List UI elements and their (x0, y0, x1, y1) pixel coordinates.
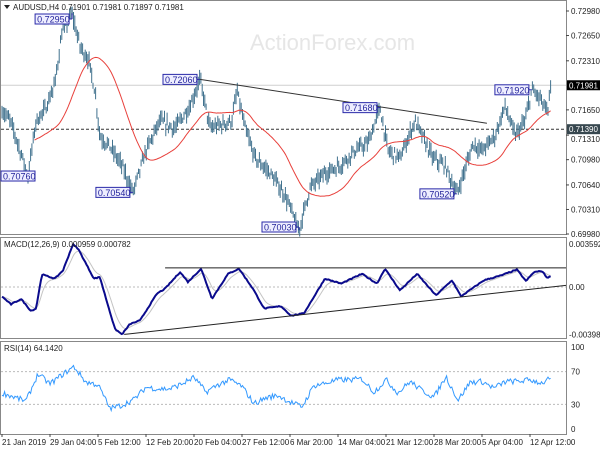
rsi-tick-label: 100 (571, 343, 585, 352)
swing-label: 0.70760 (3, 172, 36, 182)
swing-label-box (261, 221, 297, 233)
swing-label: 0.72950 (37, 15, 70, 25)
price-tick-label: 0.71650 (571, 106, 600, 115)
price-plot: 0.72950 0.70760 0.70540 0.72060 0.70030 0.716… (0, 6, 566, 237)
trendline (199, 78, 487, 124)
swing-label-box (162, 73, 198, 85)
date-tick-label: 6 Mar 20:00 (290, 438, 333, 447)
swing-label: 0.70030 (264, 223, 297, 233)
swing-label: 0.72060 (165, 75, 198, 85)
price-tick-label: 0.72980 (571, 7, 600, 16)
date-tick-label: 21 Mar 12:00 (386, 438, 434, 447)
level-price-badge-text: 0.71390 (569, 125, 598, 134)
rsi-panel (0, 341, 567, 435)
swing-label-box (95, 186, 131, 198)
date-tick-label: 29 Jan 04:00 (50, 438, 97, 447)
macd-tick-label: -0.003986 (569, 331, 600, 340)
swing-label: 0.71680 (345, 103, 378, 113)
rsi-tick-label: 30 (571, 400, 580, 409)
chart-title: AUDUSD,H4 0.71901 0.71981 0.71897 0.7198… (13, 3, 184, 12)
swing-label-box (342, 102, 378, 114)
swing-label-box (419, 188, 455, 200)
date-tick-label: 27 Feb 12:00 (242, 438, 290, 447)
watermark: ActionForex.com (250, 30, 415, 55)
axes: 0.72980 0.72650 0.72310 0.71650 0.71310 0.709… (1, 7, 600, 447)
current-price-badge (567, 80, 600, 91)
swing-label-box (0, 170, 36, 182)
date-tick-label: 5 Apr 04:00 (482, 438, 523, 447)
swing-label-box (34, 13, 70, 25)
current-price-badge-text: 0.71981 (569, 81, 598, 90)
rsi-label: RSI(14) 64.1420 (4, 344, 63, 353)
macd-support-line (124, 284, 567, 335)
price-tick-label: 0.72650 (571, 32, 600, 41)
swing-label: 0.71920 (497, 85, 530, 95)
rsi-tick-label: 0 (571, 425, 576, 434)
price-tick-label: 0.70310 (571, 205, 600, 214)
price-tick-label: 0.69980 (571, 230, 600, 239)
macd-tick-label: 0.00 (569, 283, 585, 292)
date-tick-label: 5 Feb 12:00 (98, 438, 141, 447)
macd-label: MACD(12,26,9) 0.000959 0.000782 (4, 240, 131, 249)
price-panel (0, 0, 567, 235)
swing-label: 0.70540 (98, 188, 131, 198)
date-tick-label: 20 Feb 04:00 (194, 438, 242, 447)
price-tick-label: 0.71310 (571, 135, 600, 144)
macd-line (1, 242, 552, 336)
macd-panel (0, 237, 567, 339)
price-tick-label: 0.70640 (571, 181, 600, 190)
date-tick-label: 14 Mar 04:00 (338, 438, 386, 447)
collapse-triangle-icon[interactable] (4, 5, 10, 9)
date-tick-label: 12 Feb 20:00 (146, 438, 194, 447)
macd-plot (1, 242, 567, 336)
rsi-plot (1, 364, 566, 413)
date-tick-label: 12 Apr 12:00 (530, 438, 576, 447)
date-tick-label: 21 Jan 2019 (2, 438, 47, 447)
level-price-badge (567, 124, 600, 135)
swing-label-box (494, 84, 530, 96)
swing-label: 0.70520 (422, 189, 455, 199)
macd-tick-label: 0.003592 (569, 240, 600, 249)
rsi-line (1, 364, 551, 413)
rsi-tick-label: 70 (571, 368, 580, 377)
moving-average-line (34, 56, 551, 197)
date-tick-label: 28 Mar 20:00 (434, 438, 482, 447)
price-tick-label: 0.72310 (571, 57, 600, 66)
price-tick-label: 0.70980 (571, 156, 600, 165)
